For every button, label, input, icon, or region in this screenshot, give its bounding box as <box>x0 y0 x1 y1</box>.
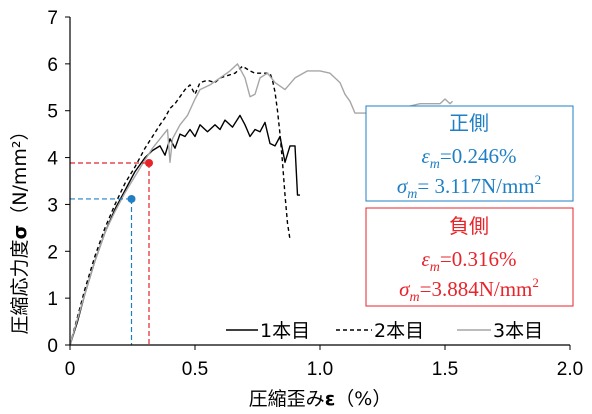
positive-sigma-sup: 2 <box>535 172 542 187</box>
x-tick-label: 2.0 <box>557 359 583 380</box>
positive-marker-point <box>127 194 136 203</box>
legend: 1本目 2本目 3本目 <box>226 320 543 342</box>
legend-label-series-2: 2本目 <box>374 320 424 342</box>
positive-sigma-sub: m <box>407 187 417 202</box>
negative-marker-point <box>145 159 153 168</box>
series-line-2 <box>69 65 291 346</box>
y-axis-symbol: σ <box>9 225 31 240</box>
x-tick-label: 0.5 <box>182 359 208 380</box>
y-tick-label: 1 <box>47 289 58 310</box>
positive-sigma-symbol: σ <box>397 174 409 198</box>
y-tick-label: 3 <box>47 195 58 216</box>
positive-eps-line: εm=0.246% <box>422 144 517 172</box>
y-tick-label: 0 <box>47 336 58 357</box>
y-axis-label: 圧縮応力度 <box>9 240 31 335</box>
x-tick-label: 1.0 <box>307 359 333 380</box>
y-tick-label: 2 <box>47 242 58 263</box>
x-axis-unit: （%） <box>335 388 391 410</box>
y-tick-label: 6 <box>47 55 58 76</box>
negative-eps-sub: m <box>430 260 440 275</box>
positive-sigma-line: σm= 3.117N/mm2 <box>397 172 541 202</box>
negative-sigma-sub: m <box>409 290 419 305</box>
negative-sigma-sup: 2 <box>532 275 539 290</box>
positive-eps-sub: m <box>430 157 440 172</box>
positive-eps-symbol: ε <box>422 144 431 168</box>
x-tick-label: 1.5 <box>432 359 458 380</box>
ticks-group: 0 1 2 3 4 5 6 7 0 0.5 1.0 1.5 2.0 <box>47 8 583 380</box>
y-axis-title: 圧縮応力度σ（N/mm²） <box>9 121 31 334</box>
x-axis-title: 圧縮歪みε（%） <box>249 388 392 410</box>
positive-box-border <box>365 105 574 202</box>
negative-sigma-value: =3.884N/mm <box>420 277 533 301</box>
negative-sigma-symbol: σ <box>399 277 411 301</box>
y-tick-label: 5 <box>47 102 58 123</box>
y-tick-label: 7 <box>47 8 58 29</box>
y-axis-unit: （N/mm²） <box>9 121 31 224</box>
negative-eps-symbol: ε <box>422 247 431 271</box>
x-axis-label: 圧縮歪み <box>249 388 325 410</box>
y-tick-label: 4 <box>47 149 58 170</box>
series-line-1 <box>69 114 300 346</box>
legend-label-series-3: 3本目 <box>493 320 543 342</box>
positive-annotation-box: 正側 εm=0.246% σm= 3.117N/mm2 <box>365 105 574 202</box>
positive-sigma-value: = 3.117N/mm <box>417 174 534 198</box>
negative-sigma-line: σm=3.884N/mm2 <box>399 275 539 305</box>
legend-label-series-1: 1本目 <box>260 320 310 342</box>
negative-annotation-box: 負側 εm=0.316% σm=3.884N/mm2 <box>365 207 574 307</box>
negative-box-title: 負側 <box>449 214 489 238</box>
negative-eps-value: =0.316% <box>440 247 517 271</box>
negative-eps-line: εm=0.316% <box>422 247 517 275</box>
x-axis-symbol: ε <box>325 388 336 410</box>
positive-eps-value: =0.246% <box>440 144 517 168</box>
positive-box-title: 正側 <box>449 111 489 135</box>
x-tick-label: 0 <box>65 359 76 380</box>
negative-box-border <box>365 207 574 307</box>
